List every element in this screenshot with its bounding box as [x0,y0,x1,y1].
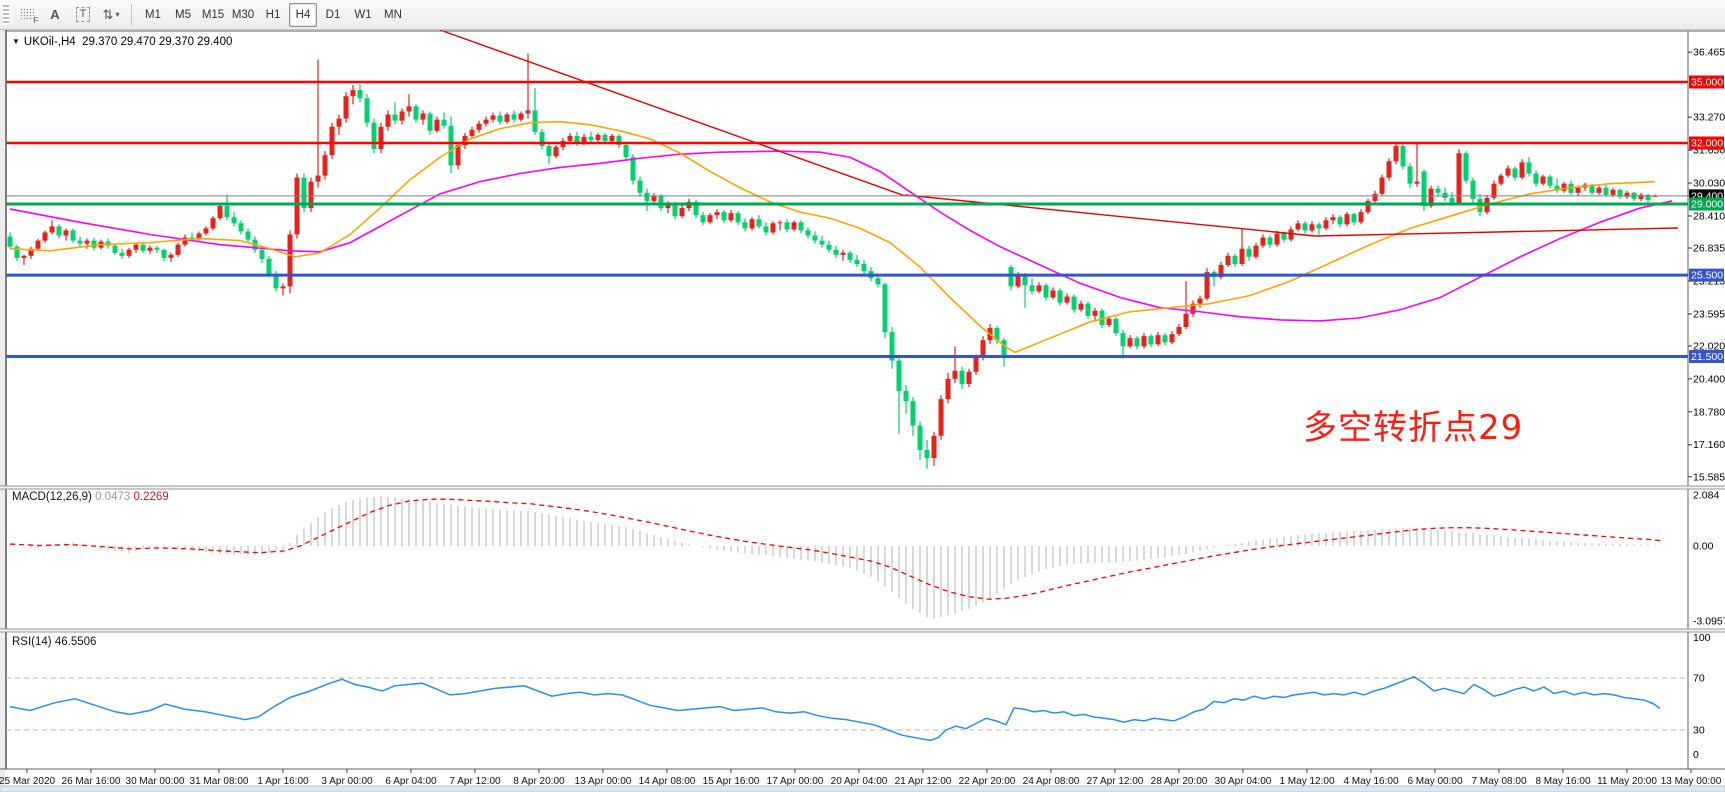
rsi-label: RSI(14) 46.5506 [12,636,97,648]
svg-text:70: 70 [1693,673,1705,685]
svg-text:20 Apr 04:00: 20 Apr 04:00 [831,776,888,787]
toolbar-separator [131,3,132,26]
symbol-period-label: UKOil-,H4 [23,36,76,48]
toolbar: F A T ⇅ ▾ M1 M5 M15 M30 H1 H4 D1 W1 MN [0,0,1725,30]
svg-text:28.410: 28.410 [1693,210,1725,222]
svg-text:30 Apr 04:00: 30 Apr 04:00 [1215,776,1272,787]
macd-signal-value: 0.2269 [133,491,169,503]
svg-text:30.030: 30.030 [1693,178,1725,190]
tf-d1-button[interactable]: D1 [325,8,341,21]
text-object-icon[interactable]: T [70,3,96,27]
time-axis: 25 Mar 2020 26 Mar 16:00 30 Mar 00:00 31 Ma… [0,768,1725,787]
svg-text:-3.0957: -3.0957 [1693,616,1725,628]
panel-divider-1[interactable] [0,486,1725,489]
svg-text:25.500: 25.500 [1691,270,1723,282]
svg-text:31 Mar 08:00: 31 Mar 08:00 [190,776,249,787]
svg-text:32.000: 32.000 [1691,137,1723,149]
svg-text:36.465: 36.465 [1693,47,1725,59]
svg-text:20.400: 20.400 [1693,373,1725,385]
ma-slow-line [9,150,1673,322]
svg-text:7 May 08:00: 7 May 08:00 [1471,776,1526,787]
tf-h4-button[interactable]: H4 [289,2,317,27]
svg-text:4 May 16:00: 4 May 16:00 [1343,776,1398,787]
macd-main-value: 0.0473 [95,491,131,503]
svg-text:30 Mar 00:00: 30 Mar 00:00 [126,776,185,787]
tf-m15-button[interactable]: M15 [201,8,225,21]
macd-label: MACD(12,26,9) 0.0473 0.2269 [12,491,169,503]
rsi-value: 46.5506 [54,636,97,648]
svg-text:23.595: 23.595 [1693,308,1725,320]
macd-panel: 2.084 0.00 -3.0957 [9,490,1725,628]
candles-series [7,53,1658,469]
svg-text:7 Apr 12:00: 7 Apr 12:00 [449,776,501,787]
svg-text:1 May 12:00: 1 May 12:00 [1279,776,1334,787]
svg-text:24 Apr 08:00: 24 Apr 08:00 [1023,776,1080,787]
svg-text:3 Apr 00:00: 3 Apr 00:00 [321,776,373,787]
trendline-1[interactable] [439,30,906,197]
symbol-header[interactable]: ▼ UKOil-,H4 29.370 29.470 29.370 29.400 [12,36,232,48]
svg-text:17.160: 17.160 [1693,439,1725,451]
svg-text:17 Apr 00:00: 17 Apr 00:00 [767,776,824,787]
tf-m5-button[interactable]: M5 [175,8,191,21]
svg-text:18.780: 18.780 [1693,406,1725,418]
trendline-3[interactable] [1314,227,1679,237]
grid-dots-icon: F [19,8,39,25]
chevron-down-icon: ▼ [12,37,20,46]
svg-text:27 Apr 12:00: 27 Apr 12:00 [1087,776,1144,787]
svg-text:100: 100 [1693,632,1711,644]
svg-text:26 Mar 16:00: 26 Mar 16:00 [62,776,121,787]
svg-text:0: 0 [1693,749,1699,761]
chart-canvas[interactable]: 36.46533.27031.65030.03028.41026.83525.2… [0,30,1725,792]
tf-m30-button[interactable]: M30 [231,8,255,21]
svg-text:13 May 00:00: 13 May 00:00 [1661,776,1722,787]
svg-text:11 May 20:00: 11 May 20:00 [1597,776,1657,787]
toolbar-grip[interactable] [3,4,9,25]
svg-text:28 Apr 20:00: 28 Apr 20:00 [1151,776,1208,787]
price-axis: 36.46533.27031.65030.03028.41026.83525.2… [1688,47,1725,483]
svg-text:8 May 16:00: 8 May 16:00 [1535,776,1590,787]
svg-text:33.270: 33.270 [1693,112,1725,124]
svg-text:29.000: 29.000 [1691,198,1723,210]
trendline-2[interactable] [904,194,1316,237]
rsi-panel: 100 70 30 0 [6,632,1711,761]
window-bottom-strip [0,785,1725,792]
font-a-icon[interactable]: A [50,7,60,22]
tf-w1-button[interactable]: W1 [354,8,372,21]
margin-grid-icon[interactable]: F [14,3,40,27]
arrange-arrows-icon[interactable]: ⇅ ▾ [102,6,120,22]
svg-text:8 Apr 20:00: 8 Apr 20:00 [513,776,565,787]
ohlc-values: 29.370 29.470 29.370 29.400 [82,36,233,48]
svg-text:6 May 00:00: 6 May 00:00 [1407,776,1462,787]
svg-text:21 Apr 12:00: 21 Apr 12:00 [895,776,952,787]
timeframe-group: M1 M5 M15 M30 H1 H4 D1 W1 MN [138,2,408,27]
chevron-down-icon: ▾ [115,10,120,19]
svg-text:15.585: 15.585 [1693,471,1725,483]
svg-text:14 Apr 08:00: 14 Apr 08:00 [639,776,696,787]
svg-text:22 Apr 20:00: 22 Apr 20:00 [959,776,1016,787]
svg-text:26.835: 26.835 [1693,243,1725,255]
svg-text:6 Apr 04:00: 6 Apr 04:00 [385,776,437,787]
panel-divider-2[interactable] [0,629,1725,632]
tf-m1-button[interactable]: M1 [145,8,161,21]
left-window-edge [0,30,5,792]
svg-text:13 Apr 00:00: 13 Apr 00:00 [575,776,632,787]
ma-fast-line [9,120,1656,354]
tf-h1-button[interactable]: H1 [265,8,281,21]
svg-text:2.084: 2.084 [1693,490,1719,502]
svg-text:0.00: 0.00 [1693,541,1714,553]
svg-text:30: 30 [1693,725,1705,737]
chart-text-annotation[interactable]: 多空转折点29 [1303,408,1524,448]
svg-text:35.000: 35.000 [1691,77,1723,89]
svg-text:25 Mar 2020: 25 Mar 2020 [0,776,56,787]
chart-background [0,30,1725,792]
svg-text:1 Apr 16:00: 1 Apr 16:00 [257,776,309,787]
svg-text:15 Apr 16:00: 15 Apr 16:00 [703,776,760,787]
svg-text:21.500: 21.500 [1691,351,1723,363]
tf-mn-button[interactable]: MN [384,8,402,21]
svg-text:22.020: 22.020 [1693,340,1725,352]
